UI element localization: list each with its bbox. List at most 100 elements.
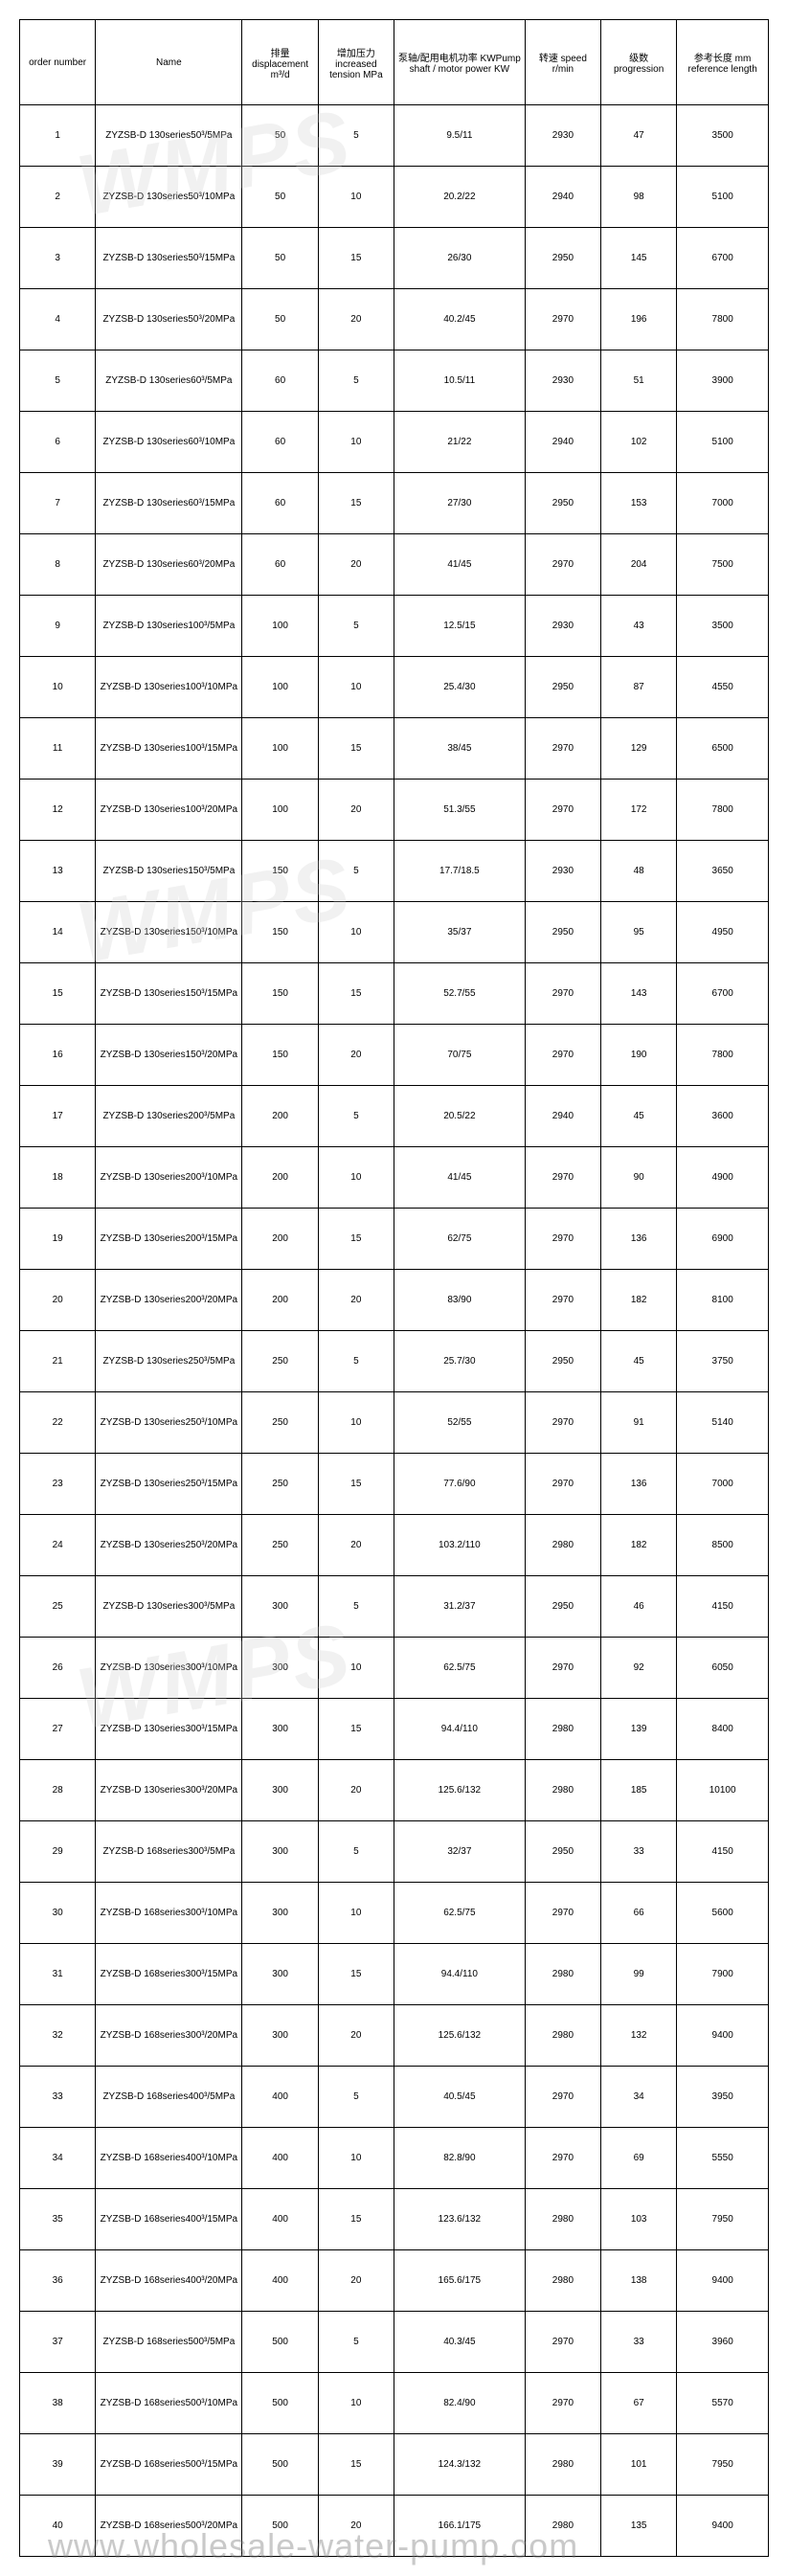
table-cell: 139 [601, 1699, 677, 1760]
table-cell: 20 [318, 1270, 394, 1331]
table-cell: 300 [242, 1760, 318, 1821]
table-cell: 52/55 [394, 1392, 525, 1454]
table-cell: ZYZSB-D 130series150³/20MPa [96, 1025, 242, 1086]
table-cell: 2970 [525, 780, 600, 841]
table-cell: 87 [601, 657, 677, 718]
table-cell: 4150 [677, 1821, 769, 1883]
table-cell: ZYZSB-D 130series250³/5MPa [96, 1331, 242, 1392]
table-cell: 2930 [525, 841, 600, 902]
table-cell: 15 [318, 1209, 394, 1270]
table-cell: 6700 [677, 963, 769, 1025]
table-row: 14ZYZSB-D 130series150³/10MPa1501035/372… [20, 902, 769, 963]
table-cell: 2970 [525, 289, 600, 350]
table-cell: 2980 [525, 2496, 600, 2557]
table-cell: 37 [20, 2312, 96, 2373]
table-cell: 82.4/90 [394, 2373, 525, 2434]
table-cell: ZYZSB-D 130series100³/5MPa [96, 596, 242, 657]
table-cell: 6900 [677, 1209, 769, 1270]
table-cell: 6700 [677, 228, 769, 289]
table-cell: 135 [601, 2496, 677, 2557]
table-cell: 26/30 [394, 228, 525, 289]
table-cell: 100 [242, 780, 318, 841]
table-cell: 2970 [525, 534, 600, 596]
table-row: 25ZYZSB-D 130series300³/5MPa300531.2/372… [20, 1576, 769, 1638]
table-cell: 8 [20, 534, 96, 596]
table-cell: 150 [242, 963, 318, 1025]
table-cell: 1 [20, 105, 96, 167]
table-body: 1ZYZSB-D 130series50³/5MPa5059.5/1129304… [20, 105, 769, 2557]
table-cell: 250 [242, 1454, 318, 1515]
table-cell: ZYZSB-D 168series400³/10MPa [96, 2128, 242, 2189]
table-cell: 31 [20, 1944, 96, 2005]
table-cell: ZYZSB-D 130series300³/15MPa [96, 1699, 242, 1760]
table-cell: 124.3/132 [394, 2434, 525, 2496]
table-cell: 2970 [525, 1638, 600, 1699]
table-cell: 40.3/45 [394, 2312, 525, 2373]
table-cell: 3600 [677, 1086, 769, 1147]
table-cell: 2970 [525, 963, 600, 1025]
table-cell: 5 [318, 596, 394, 657]
table-row: 11ZYZSB-D 130series100³/15MPa1001538/452… [20, 718, 769, 780]
table-row: 33ZYZSB-D 168series400³/5MPa400540.5/452… [20, 2067, 769, 2128]
table-cell: 48 [601, 841, 677, 902]
table-cell: 35 [20, 2189, 96, 2250]
table-cell: 2980 [525, 1515, 600, 1576]
table-cell: ZYZSB-D 130series50³/20MPa [96, 289, 242, 350]
table-cell: 5140 [677, 1392, 769, 1454]
table-cell: 10 [318, 167, 394, 228]
table-cell: 10 [318, 1147, 394, 1209]
table-row: 13ZYZSB-D 130series150³/5MPa150517.7/18.… [20, 841, 769, 902]
table-cell: 34 [601, 2067, 677, 2128]
table-cell: 145 [601, 228, 677, 289]
table-cell: 8400 [677, 1699, 769, 1760]
table-cell: 200 [242, 1147, 318, 1209]
table-cell: 46 [601, 1576, 677, 1638]
table-cell: 15 [318, 1944, 394, 2005]
table-cell: 7000 [677, 1454, 769, 1515]
table-cell: 27 [20, 1699, 96, 1760]
table-cell: 125.6/132 [394, 2005, 525, 2067]
table-cell: ZYZSB-D 168series400³/15MPa [96, 2189, 242, 2250]
table-row: 1ZYZSB-D 130series50³/5MPa5059.5/1129304… [20, 105, 769, 167]
table-cell: 39 [20, 2434, 96, 2496]
table-cell: 5 [318, 841, 394, 902]
table-cell: 153 [601, 473, 677, 534]
table-cell: 100 [242, 718, 318, 780]
table-row: 21ZYZSB-D 130series250³/5MPa250525.7/302… [20, 1331, 769, 1392]
table-cell: 45 [601, 1086, 677, 1147]
table-cell: 2970 [525, 1209, 600, 1270]
table-cell: 5 [318, 1331, 394, 1392]
table-cell: 10 [318, 412, 394, 473]
table-cell: 5 [20, 350, 96, 412]
table-row: 5ZYZSB-D 130series60³/5MPa60510.5/112930… [20, 350, 769, 412]
table-cell: 92 [601, 1638, 677, 1699]
table-row: 3ZYZSB-D 130series50³/15MPa501526/302950… [20, 228, 769, 289]
table-cell: 10 [318, 2128, 394, 2189]
table-cell: 2970 [525, 1392, 600, 1454]
table-cell: ZYZSB-D 130series200³/15MPa [96, 1209, 242, 1270]
table-cell: 2970 [525, 1025, 600, 1086]
table-cell: ZYZSB-D 130series60³/20MPa [96, 534, 242, 596]
table-cell: 10 [318, 2373, 394, 2434]
table-cell: ZYZSB-D 130series50³/15MPa [96, 228, 242, 289]
table-cell: ZYZSB-D 168series500³/10MPa [96, 2373, 242, 2434]
table-cell: 25 [20, 1576, 96, 1638]
table-row: 35ZYZSB-D 168series400³/15MPa40015123.6/… [20, 2189, 769, 2250]
table-cell: 83/90 [394, 1270, 525, 1331]
table-row: 15ZYZSB-D 130series150³/15MPa1501552.7/5… [20, 963, 769, 1025]
table-cell: 98 [601, 167, 677, 228]
table-cell: 77.6/90 [394, 1454, 525, 1515]
table-cell: 2930 [525, 105, 600, 167]
table-cell: 33 [20, 2067, 96, 2128]
table-cell: 26 [20, 1638, 96, 1699]
table-cell: 2970 [525, 1270, 600, 1331]
table-cell: 30 [20, 1883, 96, 1944]
table-cell: 69 [601, 2128, 677, 2189]
table-cell: 22 [20, 1392, 96, 1454]
table-cell: 400 [242, 2128, 318, 2189]
table-cell: 50 [242, 228, 318, 289]
table-cell: ZYZSB-D 130series250³/15MPa [96, 1454, 242, 1515]
table-cell: 8500 [677, 1515, 769, 1576]
table-cell: 7800 [677, 289, 769, 350]
table-cell: 2940 [525, 412, 600, 473]
